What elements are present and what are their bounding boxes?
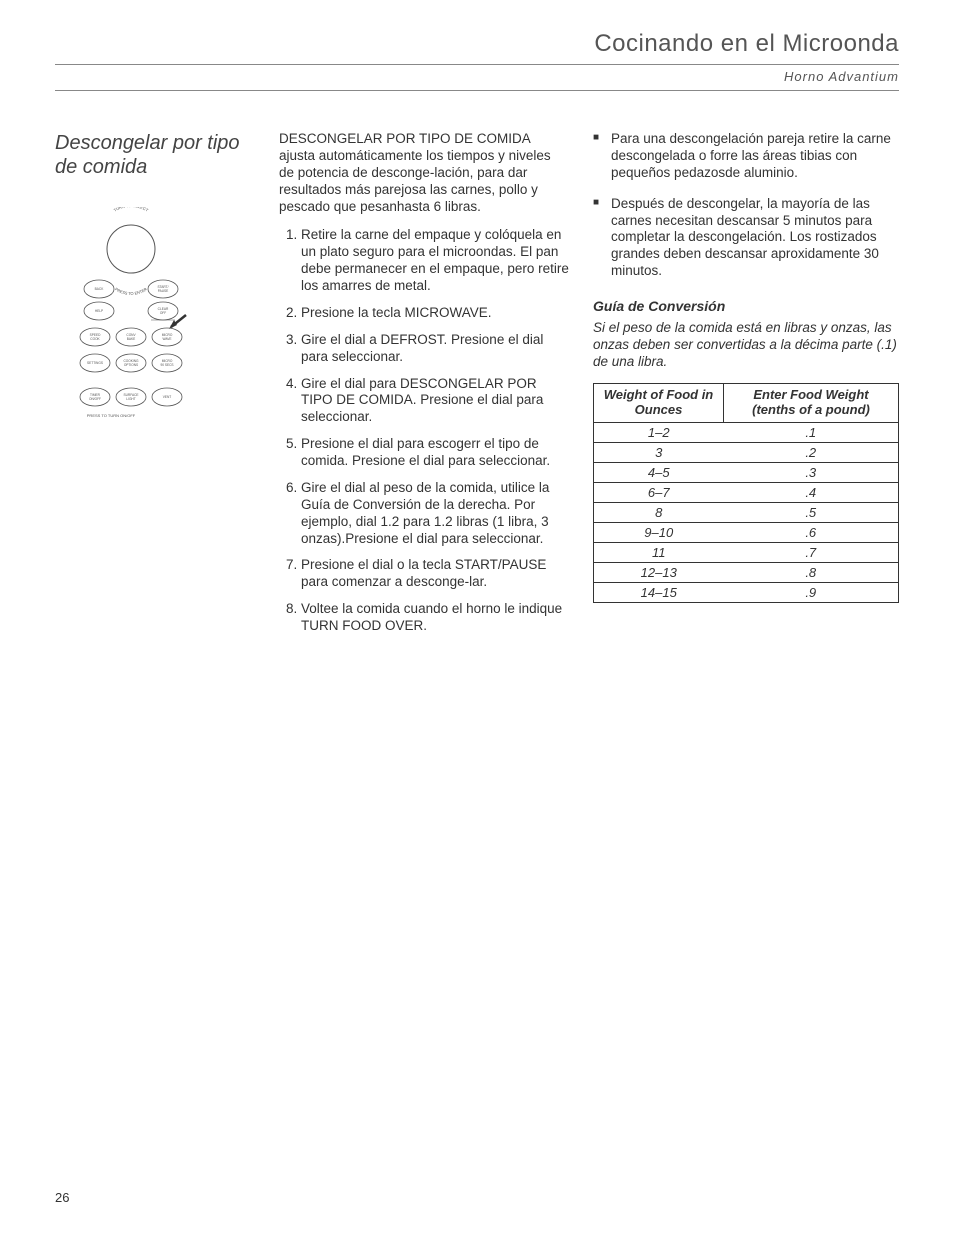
table-cell: .4	[723, 482, 898, 502]
page-header: Cocinando en el Microonda Horno Advantiu…	[55, 30, 899, 91]
step-item: Presione el dial o la tecla START/PAUSE …	[301, 557, 569, 591]
steps-list: Retire la carne del empaque y colóquela …	[279, 227, 569, 635]
svg-text:ON/OFF: ON/OFF	[89, 397, 101, 401]
table-cell: 3	[594, 442, 724, 462]
left-column: Descongelar por tipo de comida TURN TO S…	[55, 131, 255, 645]
svg-text:PAUSE: PAUSE	[158, 289, 169, 293]
table-row: 8.5	[594, 502, 899, 522]
page-title: Cocinando en el Microonda	[55, 30, 899, 58]
svg-text:BACK: BACK	[95, 287, 105, 291]
svg-text:VENT: VENT	[163, 395, 172, 399]
table-row: 12–13.8	[594, 562, 899, 582]
page-number: 26	[55, 1190, 69, 1205]
conversion-guide-heading: Guía de Conversión	[593, 298, 899, 314]
step-item: Retire la carne del empaque y colóquela …	[301, 227, 569, 295]
conversion-guide-note: Si el peso de la comida está en libras y…	[593, 320, 899, 371]
table-cell: .5	[723, 502, 898, 522]
table-cell: 6–7	[594, 482, 724, 502]
table-cell: 4–5	[594, 462, 724, 482]
control-panel-diagram: TURN TO SELECT PRESS TO ENTER BACKSTART/…	[51, 207, 221, 437]
svg-text:WAVE: WAVE	[162, 337, 171, 341]
divider	[55, 90, 899, 91]
intro-paragraph: DESCONGELAR POR TIPO DE COMIDA ajusta au…	[279, 131, 569, 215]
table-header-tenths: Enter Food Weight (tenths of a pound)	[723, 383, 898, 422]
step-item: Voltee la comida cuando el horno le indi…	[301, 601, 569, 635]
table-cell: .8	[723, 562, 898, 582]
step-item: Gire el dial al peso de la comida, utili…	[301, 480, 569, 548]
table-cell: 11	[594, 542, 724, 562]
section-heading: Descongelar por tipo de comida	[55, 131, 255, 179]
tip-item: Para una descongelación pareja retire la…	[593, 131, 899, 182]
table-row: 9–10.6	[594, 522, 899, 542]
svg-text:TURN TO SELECT: TURN TO SELECT	[113, 207, 150, 213]
step-item: Presione el dial para escogerr el tipo d…	[301, 436, 569, 470]
table-row: 1–2.1	[594, 422, 899, 442]
svg-text:SETTINGS: SETTINGS	[87, 361, 103, 365]
divider	[55, 64, 899, 65]
svg-text:PRESS TO TURN ON/OFF: PRESS TO TURN ON/OFF	[87, 413, 136, 418]
right-column: Para una descongelación pareja retire la…	[593, 131, 899, 645]
svg-text:HELP: HELP	[95, 309, 103, 313]
table-row: 14–15.9	[594, 582, 899, 602]
table-cell: 9–10	[594, 522, 724, 542]
svg-text:COOK: COOK	[90, 337, 100, 341]
svg-text:LIGHT: LIGHT	[126, 397, 135, 401]
middle-column: DESCONGELAR POR TIPO DE COMIDA ajusta au…	[279, 131, 569, 645]
table-cell: 14–15	[594, 582, 724, 602]
step-item: Gire el dial para DESCONGELAR POR TIPO D…	[301, 376, 569, 427]
table-cell: 8	[594, 502, 724, 522]
table-cell: .9	[723, 582, 898, 602]
step-item: Gire el dial a DEFROST. Presione el dial…	[301, 332, 569, 366]
table-cell: .3	[723, 462, 898, 482]
table-row: 11.7	[594, 542, 899, 562]
table-cell: 12–13	[594, 562, 724, 582]
svg-text:OFF: OFF	[160, 311, 166, 315]
table-cell: .6	[723, 522, 898, 542]
table-row: 4–5.3	[594, 462, 899, 482]
svg-text:BAKE: BAKE	[127, 337, 136, 341]
table-row: 3.2	[594, 442, 899, 462]
content-columns: Descongelar por tipo de comida TURN TO S…	[55, 131, 899, 645]
table-row: 6–7.4	[594, 482, 899, 502]
svg-text:PRESS TO ENTER: PRESS TO ENTER	[114, 286, 148, 296]
table-cell: .1	[723, 422, 898, 442]
tips-list: Para una descongelación pareja retire la…	[593, 131, 899, 280]
tip-item: Después de descongelar, la mayoría de la…	[593, 196, 899, 280]
table-cell: .2	[723, 442, 898, 462]
svg-text:OPTIONS: OPTIONS	[124, 363, 138, 367]
conversion-table: Weight of Food in Ounces Enter Food Weig…	[593, 383, 899, 603]
svg-text:90 SECS: 90 SECS	[160, 363, 173, 367]
table-header-ounces: Weight of Food in Ounces	[594, 383, 724, 422]
table-cell: 1–2	[594, 422, 724, 442]
table-cell: .7	[723, 542, 898, 562]
step-item: Presione la tecla MICROWAVE.	[301, 305, 569, 322]
page-subtitle: Horno Advantium	[55, 69, 899, 84]
